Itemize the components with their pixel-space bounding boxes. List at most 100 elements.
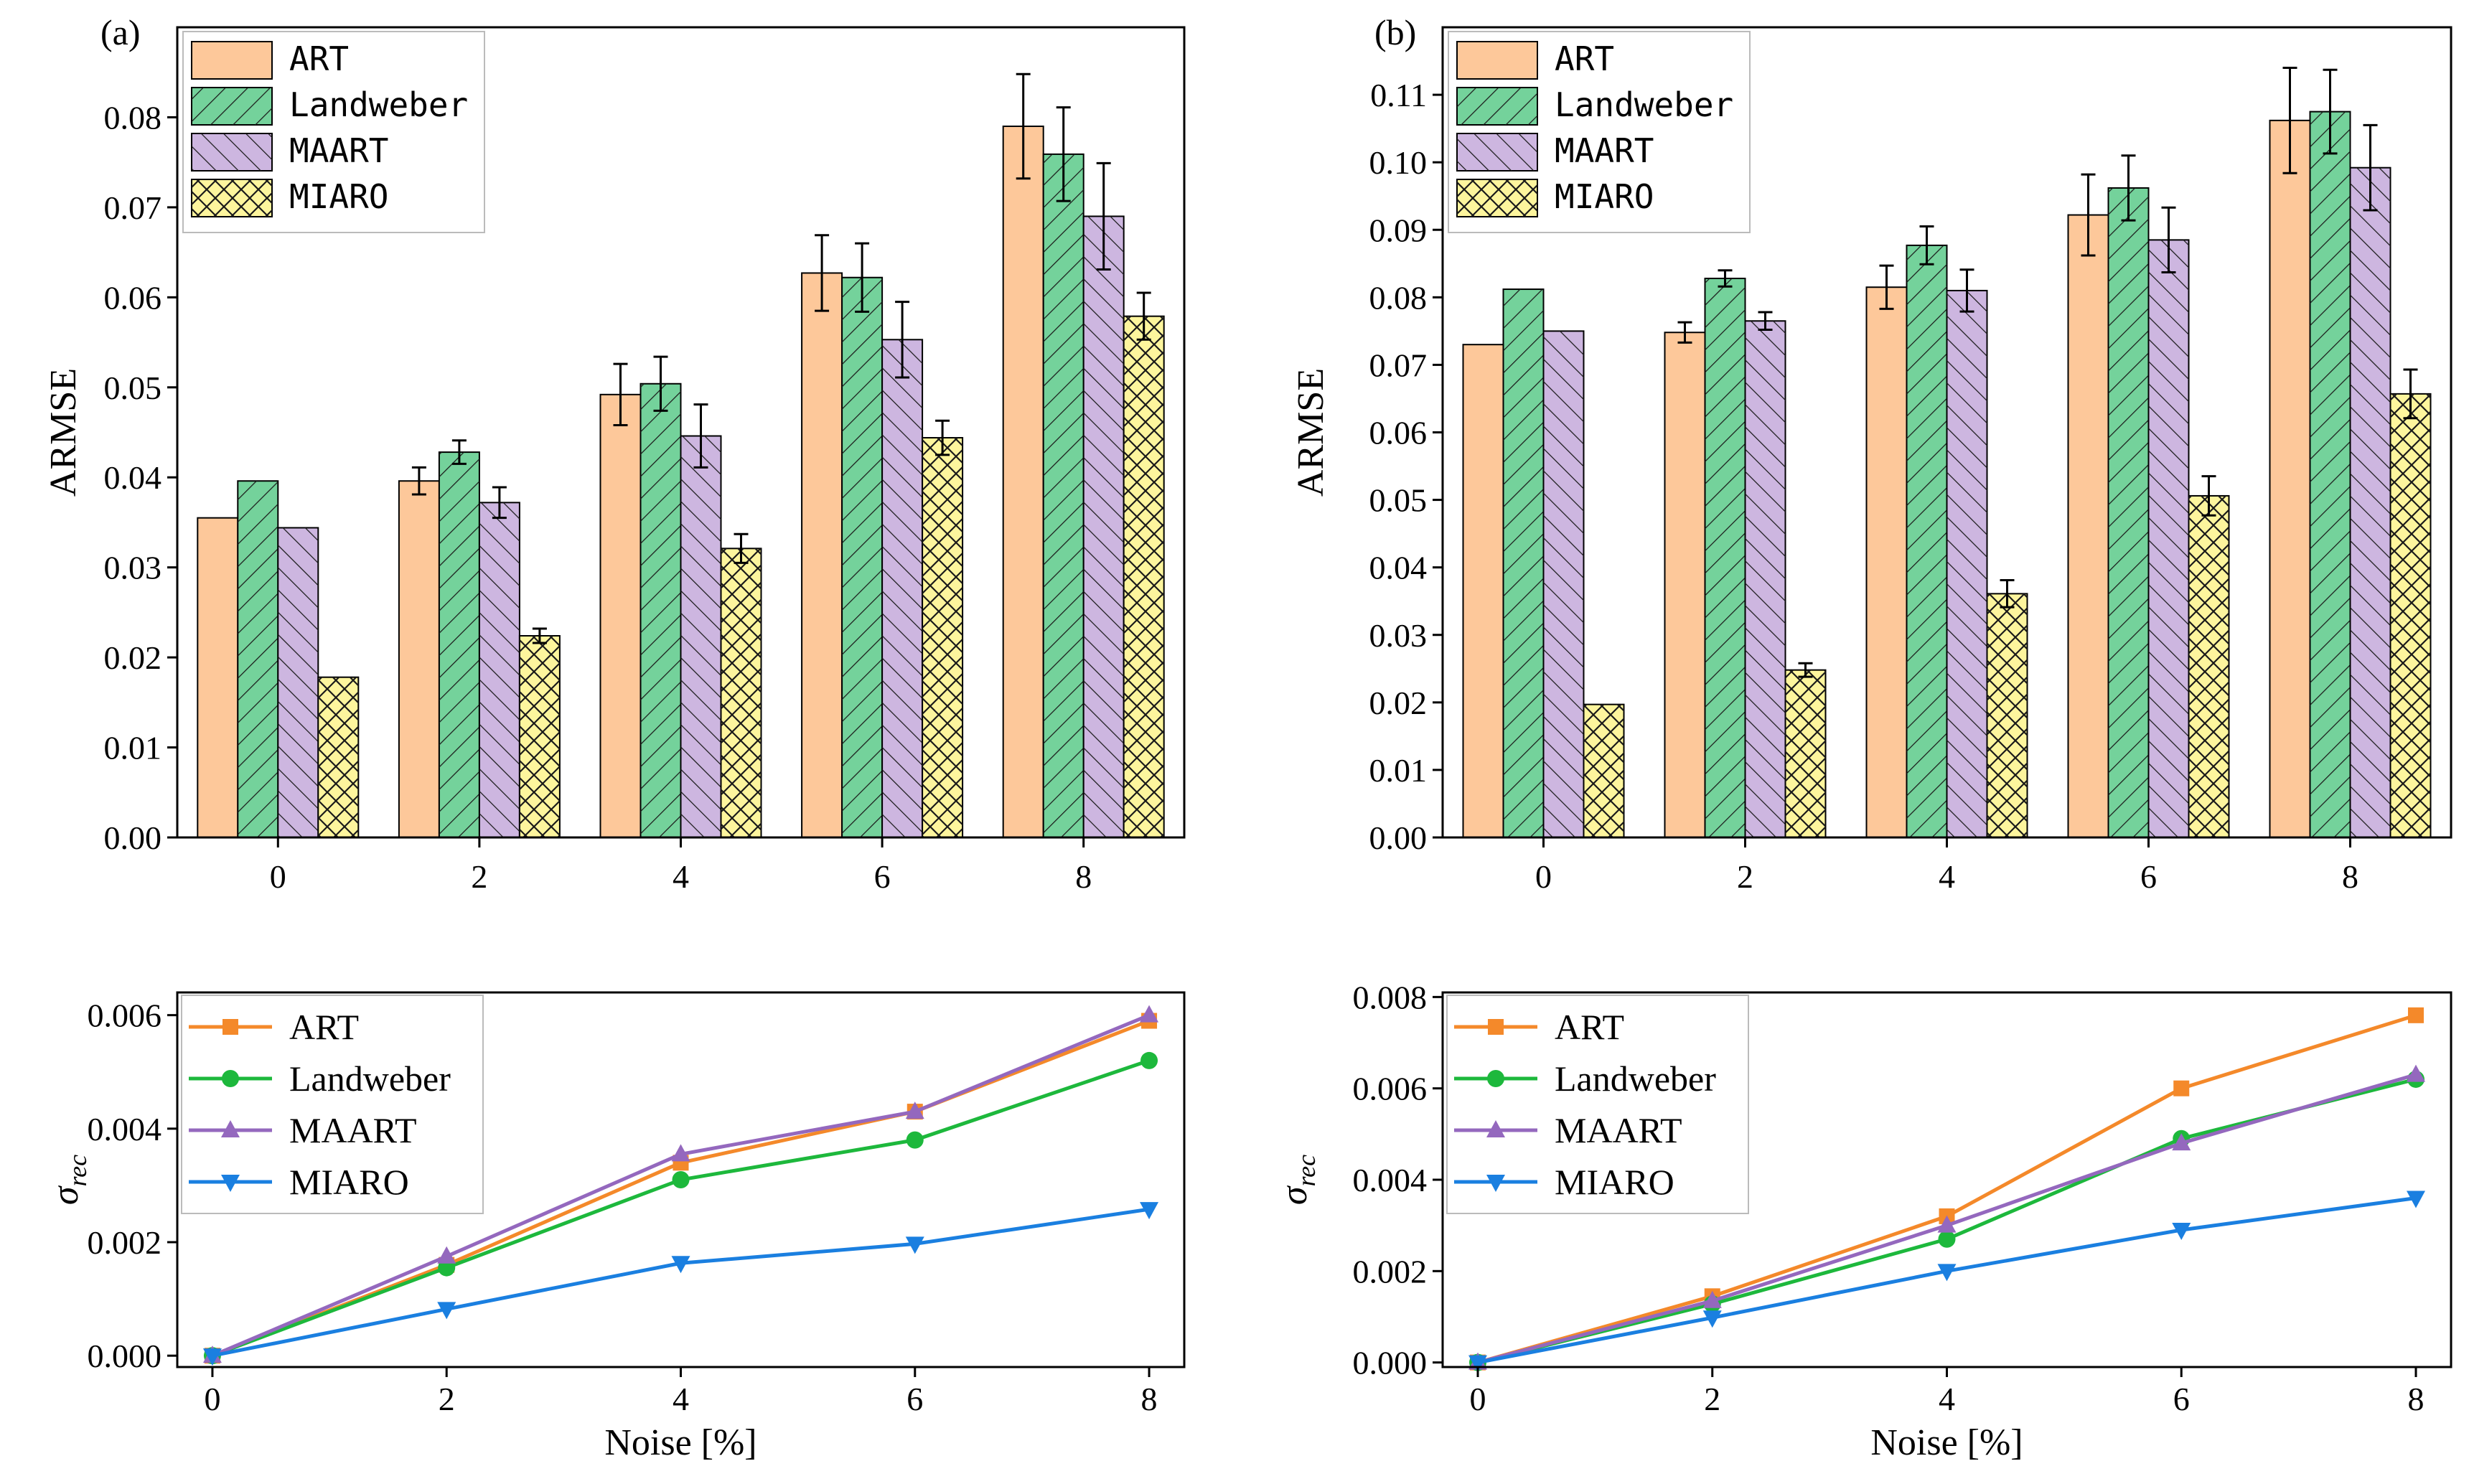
chart-b-ytick-label: 0.04 (1369, 550, 1428, 586)
chart-a-bottom-ytick-label: 0.002 (88, 1224, 162, 1261)
chart-b-legend-label-miaro: MIARO (1555, 177, 1654, 216)
chart-a-bottom-point-landweber (906, 1131, 924, 1149)
chart-a-bottom-point-maart (671, 1144, 690, 1162)
chart-b-bottom-point-maart (1702, 1290, 1722, 1308)
chart-b-xtick-label: 4 (1939, 858, 1955, 895)
chart-a-bar-hatch-maart (278, 527, 319, 837)
chart-a-xtick-label: 0 (270, 858, 286, 895)
chart-b-bottom-point-miaro (2406, 1191, 2425, 1208)
chart-a-ytick-label: 0.03 (104, 550, 162, 586)
chart-a-bar-art (801, 272, 843, 839)
chart-b-bar-art (1462, 344, 1504, 839)
chart-a-ytick-label: 0.07 (104, 189, 162, 226)
chart-b-bottom-xtick-label: 4 (1939, 1381, 1955, 1417)
chart-a-panel: 0 2 4 6 8 0.00 0.01 0.02 0.03 0.04 0.05 0.06 0.07 0.0… (43, 12, 1186, 895)
chart-b-bottom-point-art (2173, 1080, 2190, 1096)
chart-a-bottom-xlabel: Noise [%] (604, 1422, 756, 1463)
chart-a-bottom-legend-marker-maart (221, 1120, 240, 1137)
chart-b-bar-art (2067, 214, 2109, 838)
chart-a-bottom-point-landweber (1140, 1051, 1158, 1069)
chart-a-bar-hatch-landweber (1043, 154, 1084, 838)
chart-b-bar-hatch-maart (1745, 321, 1786, 837)
chart-a-bottom-ytick-label: 0.006 (88, 997, 162, 1034)
chart-b-bottom-ytick-label: 0.002 (1353, 1253, 1428, 1290)
chart-a-bottom-point-miaro (437, 1302, 456, 1320)
chart-a-legend-swatch-hatch (192, 179, 272, 217)
chart-b-bar-hatch-landweber (2108, 187, 2149, 837)
chart-a-bar-hatch-maart (882, 339, 923, 837)
chart-a-bottom-point-miaro (1140, 1202, 1159, 1220)
chart-a-bar-hatch-miaro (519, 636, 560, 837)
chart-a-bottom-point-miaro (905, 1236, 924, 1254)
chart-a-bottom-ytick-label: 0.000 (88, 1338, 162, 1374)
chart-b-bar-hatch-maart (1946, 290, 1987, 837)
chart-b-bar-hatch-landweber (1705, 278, 1746, 837)
chart-b-bottom-xtick-label: 8 (2407, 1381, 2424, 1417)
chart-b-panel-label: (b) (1374, 12, 1416, 52)
chart-b-ylabel: ARMSE (1290, 368, 1331, 497)
chart-b-panel: 0 2 4 6 8 0.00 0.01 0.02 0.03 0.04 0.05 0.06 0.07 0.0… (1290, 12, 2452, 895)
chart-a-ytick-label: 0.06 (104, 279, 162, 316)
chart-b-bottom-xlabel: Noise [%] (1870, 1422, 2023, 1463)
chart-b-bottom-legend-label-art: ART (1555, 1007, 1624, 1047)
chart-b-bar-hatch-maart (1543, 331, 1584, 837)
chart-b-bottom-point-miaro (1702, 1310, 1722, 1328)
chart-a-xtick-label: 8 (1075, 858, 1092, 895)
chart-b-legend-swatch-hatch (1457, 179, 1537, 217)
chart-a-bottom-xtick-label: 2 (439, 1381, 455, 1417)
chart-b-ytick-label: 0.11 (1370, 77, 1427, 113)
chart-a-bottom-point-miaro (671, 1256, 690, 1274)
chart-b-legend-swatch-art (1456, 41, 1538, 80)
chart-a-bar-art (1002, 125, 1044, 838)
chart-a-bottom-point-miaro (202, 1348, 222, 1366)
chart-a-bar-art (398, 480, 440, 838)
chart-a-panel-label: (a) (100, 12, 141, 52)
chart-b-bar-art (1865, 286, 1908, 838)
chart-a-bottom-legend-label-miaro: MIARO (289, 1162, 409, 1202)
chart-b-bar-hatch-miaro (2390, 393, 2431, 837)
chart-b-ytick-label: 0.02 (1369, 685, 1428, 721)
chart-a-legend-swatch-art (191, 41, 273, 80)
chart-b-bottom-ytick-label: 0.008 (1353, 979, 1428, 1015)
chart-a-bottom-legend-marker-art (222, 1019, 238, 1035)
chart-a-bottom-point-maart (1140, 1005, 1159, 1023)
chart-a-legend-label-miaro: MIARO (289, 177, 388, 216)
chart-b-bottom-ylabel-subscript: rec (1292, 1155, 1321, 1187)
chart-b-xtick-label: 8 (2342, 858, 2358, 895)
chart-a-bottom-point-landweber (672, 1171, 690, 1188)
chart-b-xtick-label: 6 (2140, 858, 2157, 895)
chart-b-bar-hatch-maart (2148, 240, 2189, 837)
chart-a-bar-hatch-miaro (721, 548, 762, 837)
chart-a-legend-label-maart: MAART (289, 131, 388, 170)
chart-b-bottom-ylabel-symbol: σ (1274, 1185, 1315, 1205)
chart-a-bottom-xtick-label: 6 (906, 1381, 923, 1417)
chart-a-bottom-ylabel: σrec (45, 1155, 92, 1205)
chart-b-bar-hatch-miaro (1583, 704, 1624, 837)
chart-a-ytick-label: 0.02 (104, 639, 162, 676)
chart-a-bottom-legend-label-art: ART (289, 1007, 359, 1047)
chart-a-legend-label-art: ART (289, 39, 349, 78)
chart-a-bar-hatch-miaro (922, 438, 963, 837)
chart-b-ytick-label: 0.08 (1369, 279, 1428, 316)
chart-a-bottom-legend-marker-miaro (221, 1175, 240, 1192)
chart-b-bar-hatch-miaro (2188, 495, 2229, 837)
chart-b-bottom-legend-marker-maart (1486, 1120, 1505, 1137)
chart-a-ytick-label: 0.01 (104, 730, 162, 766)
chart-b-ytick-label: 0.00 (1369, 820, 1428, 856)
chart-b-bottom-point-miaro (1937, 1264, 1957, 1282)
chart-a-ytick-label: 0.08 (104, 99, 162, 136)
chart-a-xtick-label: 6 (874, 858, 891, 895)
chart-a-bottom-xtick-label: 4 (673, 1381, 689, 1417)
chart-b-bar-hatch-landweber (1503, 289, 1544, 837)
chart-layer: 0 2 4 6 8 0.00 0.01 0.02 0.03 0.04 0.05 0.06 0.07 0.0… (43, 12, 2452, 1463)
chart-b-legend-swatch-hatch (1457, 133, 1537, 171)
chart-a-bar-hatch-landweber (439, 452, 479, 837)
chart-a-plot-frame (176, 26, 1186, 839)
chart-b-bar-art (2269, 119, 2311, 838)
chart-b-bottom-ytick-label: 0.004 (1353, 1162, 1428, 1198)
chart-a-xtick-label: 4 (673, 858, 689, 895)
chart-b-bottom-point-maart (1937, 1215, 1957, 1233)
chart-b-bar-hatch-landweber (1906, 245, 1947, 837)
chart-b-bar-hatch-maart (2350, 167, 2391, 837)
